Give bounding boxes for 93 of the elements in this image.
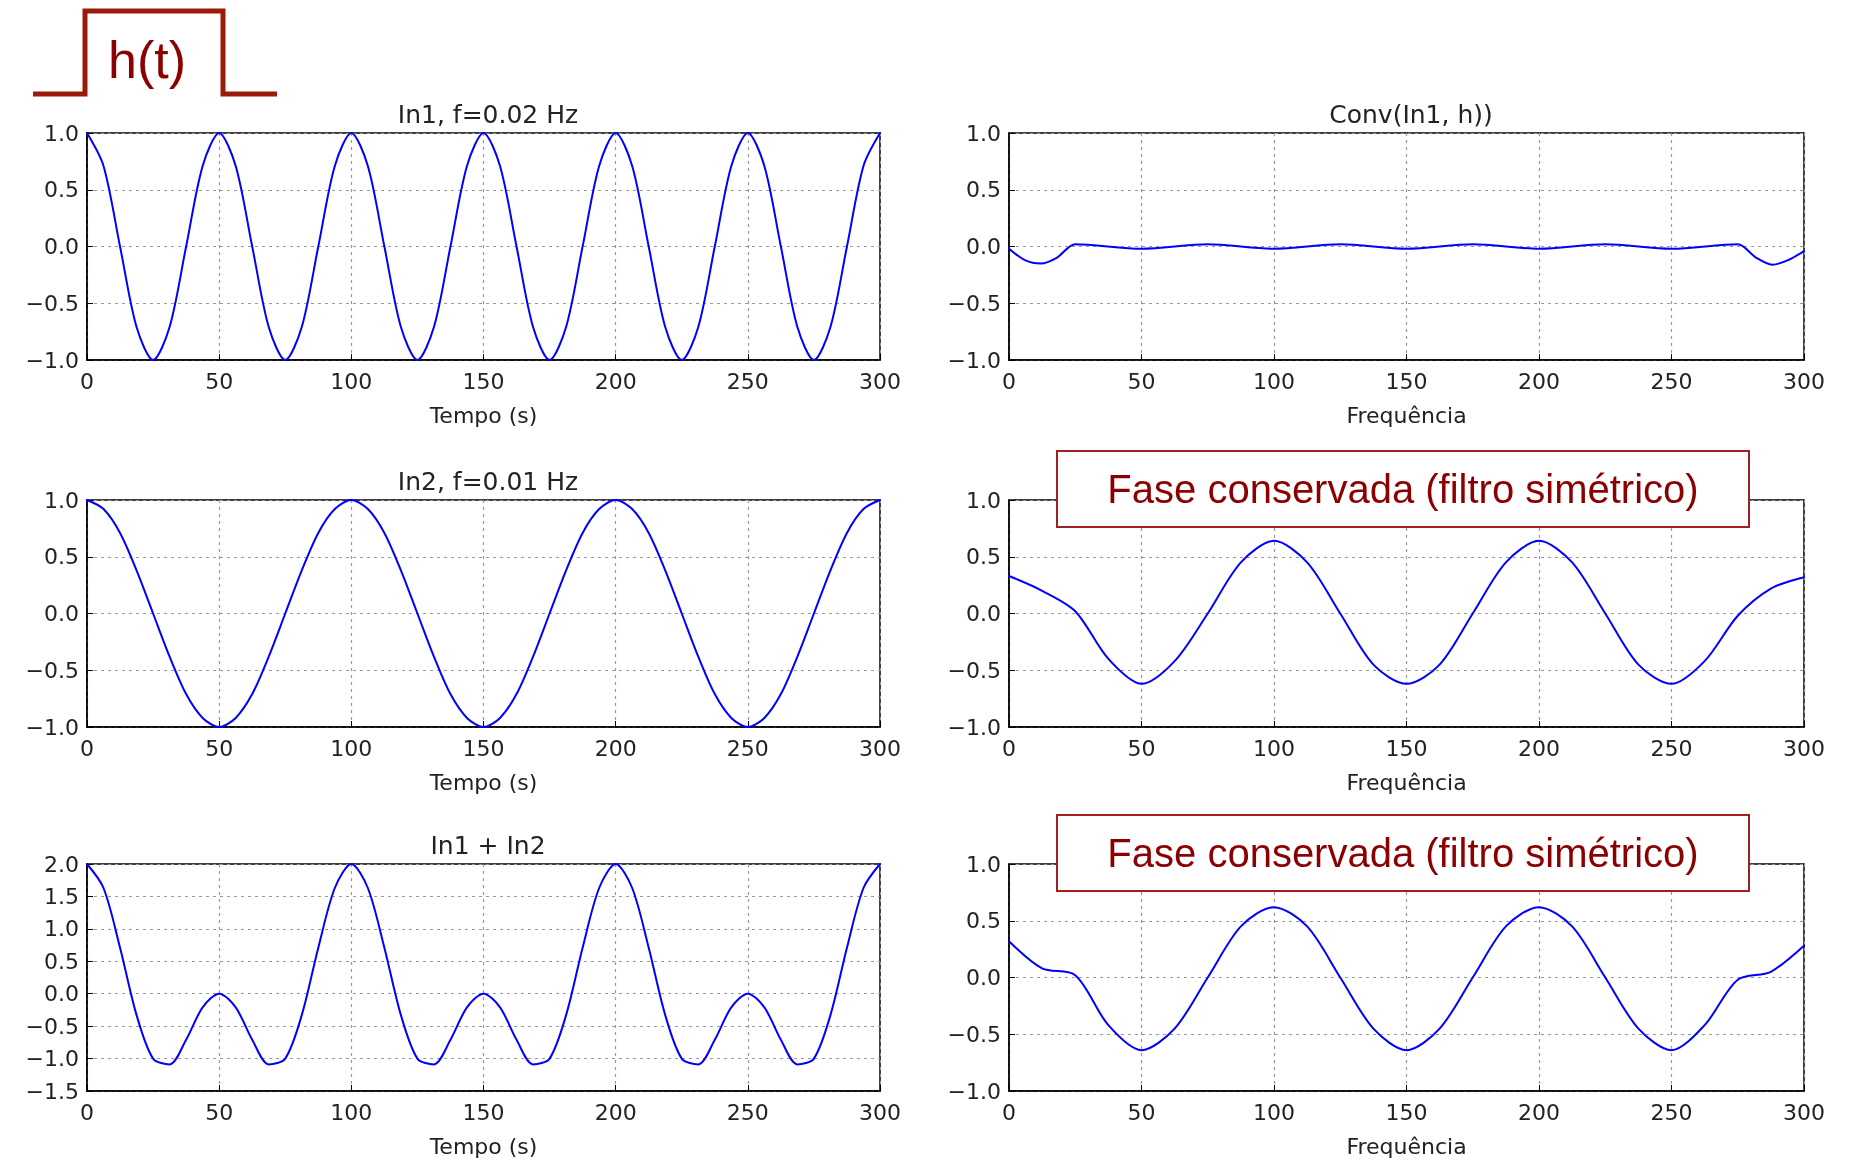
y-tick-label: 1.0 (966, 120, 1001, 146)
y-tick-label: 1.0 (44, 120, 79, 146)
x-tick-label: 250 (726, 368, 769, 394)
y-tick-label: 0.5 (44, 177, 79, 203)
line-series (86, 132, 881, 361)
x-tick-label: 0 (80, 368, 94, 394)
y-tick-label: 0.0 (966, 234, 1001, 259)
line-series (1008, 906, 1805, 1052)
x-tick-label: 150 (462, 368, 505, 394)
chart-title: In1, f=0.02 Hz (397, 100, 579, 129)
annotation: Fase conservada (filtro simétrico) (1056, 814, 1750, 892)
x-tick-label: 50 (1127, 368, 1156, 394)
x-tick-label: 150 (1385, 735, 1428, 761)
x-tick-label: 0 (80, 735, 94, 761)
y-tick-label: 0.0 (44, 601, 79, 626)
x-tick-label: 250 (726, 735, 769, 761)
y-tick-label: 0.0 (44, 234, 79, 259)
x-tick-label: 0 (80, 1099, 94, 1125)
text: h(t) (108, 30, 186, 90)
annotation: Fase conservada (filtro simétrico) (1056, 450, 1750, 528)
y-tick-label: −0.5 (947, 1021, 1001, 1047)
x-tick-label: 150 (1385, 1099, 1428, 1125)
y-tick-label: 0.0 (966, 601, 1001, 626)
x-tick-label: 200 (1518, 368, 1560, 394)
x-tick-label: 100 (330, 368, 373, 394)
y-tick-label: −1.0 (947, 714, 1001, 740)
chart-title: In1 + In2 (430, 831, 546, 860)
x-tick-label: 100 (1253, 368, 1295, 394)
x-axis-title: Frequência (1346, 402, 1467, 428)
x-tick-label: 300 (1783, 1099, 1825, 1125)
x-axis-title: Frequência (1346, 769, 1467, 795)
x-tick-label: 50 (205, 735, 234, 761)
x-tick-label: 0 (1002, 368, 1016, 394)
chart-title: Conv(In1, h)) (1329, 100, 1493, 129)
x-tick-label: 50 (205, 368, 234, 394)
x-tick-label: 0 (1002, 1099, 1016, 1125)
y-tick-label: −0.5 (947, 290, 1001, 316)
y-tick-label: −1.0 (947, 1078, 1001, 1104)
y-tick-label: 0.0 (966, 965, 1001, 990)
x-tick-label: 300 (1783, 735, 1825, 761)
x-tick-label: 300 (859, 1099, 901, 1125)
y-tick-label: 0.5 (966, 908, 1001, 934)
line-series (1008, 539, 1805, 685)
x-axis-title: Frequência (1346, 1133, 1467, 1159)
x-tick-label: 50 (1127, 1099, 1156, 1125)
y-tick-label: 0.5 (44, 544, 79, 570)
x-tick-label: 100 (330, 1099, 373, 1125)
y-tick-label: −1.0 (25, 347, 79, 373)
y-tick-label: −1.0 (947, 347, 1001, 373)
x-tick-label: 250 (726, 1099, 769, 1125)
x-tick-label: 100 (1253, 1099, 1295, 1125)
x-tick-label: 200 (594, 368, 637, 394)
x-tick-label: 250 (1650, 735, 1693, 761)
x-tick-label: 200 (1518, 735, 1560, 761)
x-tick-label: 150 (462, 735, 505, 761)
x-tick-label: 50 (205, 1099, 234, 1125)
x-tick-label: 200 (594, 735, 637, 761)
x-tick-label: 250 (1650, 1099, 1693, 1125)
y-tick-label: 0.5 (44, 948, 79, 974)
x-axis-title: Tempo (s) (428, 1133, 538, 1159)
x-tick-label: 200 (594, 1099, 637, 1125)
x-tick-label: 150 (462, 1099, 505, 1125)
y-tick-label: 1.0 (966, 487, 1001, 513)
x-tick-label: 0 (1002, 735, 1016, 761)
y-tick-label: −0.5 (25, 1013, 79, 1039)
y-tick-label: −1.5 (25, 1078, 79, 1104)
x-tick-label: 300 (859, 735, 901, 761)
x-axis-title: Tempo (s) (428, 769, 538, 795)
y-tick-label: −0.5 (25, 290, 79, 316)
y-tick-label: 2.0 (44, 851, 79, 877)
y-tick-label: 0.0 (44, 981, 79, 1007)
y-tick-label: −0.5 (25, 657, 79, 683)
y-tick-label: −1.0 (25, 1046, 79, 1072)
y-tick-label: 1.0 (44, 916, 79, 942)
x-tick-label: 150 (1385, 368, 1428, 394)
y-tick-label: 1.0 (44, 487, 79, 513)
y-tick-label: −1.0 (25, 714, 79, 740)
y-tick-label: 1.5 (44, 883, 79, 909)
x-tick-label: 100 (330, 735, 373, 761)
x-tick-label: 50 (1127, 735, 1156, 761)
x-tick-label: 300 (1783, 368, 1825, 394)
line-series (86, 499, 881, 728)
chart-title: In2, f=0.01 Hz (397, 467, 579, 496)
x-tick-label: 250 (1650, 368, 1693, 394)
x-tick-label: 300 (859, 368, 901, 394)
line-series (1008, 243, 1805, 266)
y-tick-label: 1.0 (966, 851, 1001, 877)
x-tick-label: 200 (1518, 1099, 1560, 1125)
y-tick-label: 0.5 (966, 544, 1001, 570)
y-tick-label: 0.5 (966, 177, 1001, 203)
x-tick-label: 100 (1253, 735, 1295, 761)
x-axis-title: Tempo (s) (428, 402, 538, 428)
y-tick-label: −0.5 (947, 657, 1001, 683)
